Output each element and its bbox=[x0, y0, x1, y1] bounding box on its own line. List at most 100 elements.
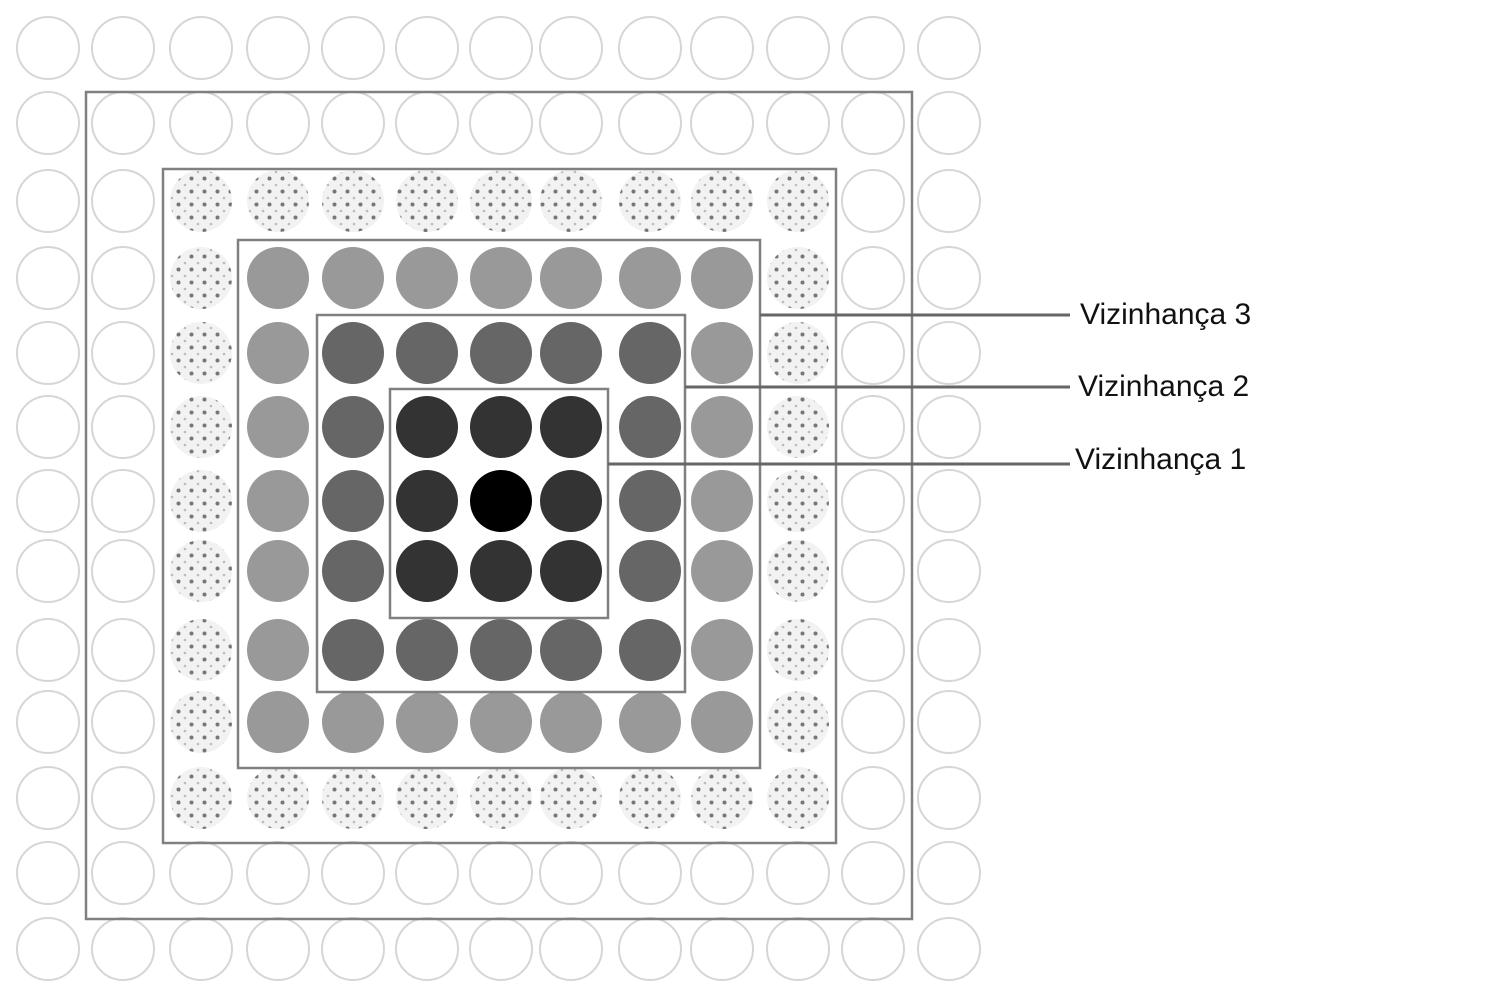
cell-ring-1 bbox=[396, 540, 458, 602]
empty-cell bbox=[841, 766, 905, 830]
dotted-cell-dots bbox=[170, 170, 232, 232]
cell bbox=[247, 247, 309, 309]
cell-ring-5 bbox=[841, 841, 905, 905]
cell-ring-6 bbox=[16, 395, 80, 459]
cell bbox=[247, 619, 309, 681]
neighborhood-boxes bbox=[84, 90, 914, 921]
cell-grid bbox=[16, 16, 981, 981]
cell-ring-3 bbox=[470, 247, 532, 309]
cell-ring-6 bbox=[16, 618, 80, 682]
empty-cell bbox=[91, 469, 155, 533]
cell-ring-6 bbox=[91, 917, 155, 981]
cell-ring-4 bbox=[170, 767, 232, 829]
cell bbox=[619, 691, 681, 753]
cell bbox=[691, 247, 753, 309]
empty-cell bbox=[841, 91, 905, 155]
cell-ring-1 bbox=[396, 396, 458, 458]
cell-ring-5 bbox=[91, 169, 155, 233]
empty-cell bbox=[841, 469, 905, 533]
empty-cell bbox=[16, 321, 80, 385]
empty-cell bbox=[618, 841, 682, 905]
dotted-cell-dots bbox=[619, 170, 681, 232]
leader-lines bbox=[608, 313, 1070, 466]
cell-ring-2 bbox=[322, 619, 384, 681]
dotted-cell-dots bbox=[767, 247, 829, 309]
label-vizinhanca-3: Vizinhança 3 bbox=[1080, 298, 1251, 331]
empty-cell bbox=[469, 16, 533, 80]
cell-ring-5 bbox=[246, 841, 310, 905]
cell-ring-3 bbox=[691, 396, 753, 458]
cell-ring-2 bbox=[619, 470, 681, 532]
cell-ring-5 bbox=[841, 618, 905, 682]
cell-ring-5 bbox=[91, 766, 155, 830]
cell-ring-6 bbox=[246, 16, 310, 80]
cell-ring-3 bbox=[619, 691, 681, 753]
cell-ring-5 bbox=[169, 841, 233, 905]
dotted-cell-dots bbox=[619, 767, 681, 829]
empty-cell bbox=[16, 469, 80, 533]
cell-ring-5 bbox=[690, 841, 754, 905]
cell-ring-4 bbox=[767, 540, 829, 602]
empty-cell bbox=[766, 841, 830, 905]
cell-ring-3 bbox=[619, 247, 681, 309]
empty-cell bbox=[766, 16, 830, 80]
dotted-cell-dots bbox=[767, 396, 829, 458]
cell-ring-5 bbox=[91, 841, 155, 905]
dotted-cell-dots bbox=[396, 767, 458, 829]
dotted-cell-dots bbox=[170, 470, 232, 532]
cell-ring-6 bbox=[917, 539, 981, 603]
empty-cell bbox=[91, 246, 155, 310]
cell-ring-6 bbox=[395, 917, 459, 981]
dotted-cell-dots bbox=[170, 691, 232, 753]
cell-ring-6 bbox=[16, 91, 80, 155]
cell-ring-4 bbox=[170, 619, 232, 681]
box-ring-2 bbox=[315, 313, 687, 694]
label-vizinhanca-1: Vizinhança 1 bbox=[1075, 443, 1246, 476]
cell-ring-6 bbox=[246, 917, 310, 981]
cell-ring-2 bbox=[619, 540, 681, 602]
cell-ring-6 bbox=[539, 16, 603, 80]
cell bbox=[540, 540, 602, 602]
cell-ring-2 bbox=[322, 322, 384, 384]
cell-ring-2 bbox=[540, 619, 602, 681]
empty-cell bbox=[395, 16, 459, 80]
cell-ring-6 bbox=[917, 469, 981, 533]
cell-ring-6 bbox=[16, 917, 80, 981]
empty-cell bbox=[469, 841, 533, 905]
cell-ring-4 bbox=[767, 619, 829, 681]
cell-ring-6 bbox=[16, 246, 80, 310]
dotted-cell-dots bbox=[170, 322, 232, 384]
cell-ring-6 bbox=[321, 917, 385, 981]
cell-ring-4 bbox=[322, 767, 384, 829]
empty-cell bbox=[91, 917, 155, 981]
empty-cell bbox=[917, 539, 981, 603]
cell-ring-6 bbox=[321, 16, 385, 80]
cell-ring-2 bbox=[322, 396, 384, 458]
empty-cell bbox=[618, 16, 682, 80]
cell bbox=[247, 540, 309, 602]
cell-ring-3 bbox=[247, 247, 309, 309]
cell-ring-1 bbox=[540, 470, 602, 532]
cell-ring-1 bbox=[396, 470, 458, 532]
cell bbox=[470, 691, 532, 753]
empty-cell bbox=[321, 91, 385, 155]
cell bbox=[322, 619, 384, 681]
cell-ring-3 bbox=[247, 396, 309, 458]
empty-cell bbox=[917, 766, 981, 830]
cell-ring-6 bbox=[917, 395, 981, 459]
cell-ring-5 bbox=[91, 91, 155, 155]
cell-ring-4 bbox=[619, 767, 681, 829]
cell bbox=[470, 540, 532, 602]
center-cell bbox=[470, 470, 532, 532]
cell-ring-3 bbox=[322, 691, 384, 753]
dotted-cell-dots bbox=[767, 691, 829, 753]
cell bbox=[247, 691, 309, 753]
cell-ring-2 bbox=[470, 322, 532, 384]
empty-cell bbox=[917, 169, 981, 233]
cell-ring-6 bbox=[917, 690, 981, 754]
cell-ring-3 bbox=[247, 691, 309, 753]
empty-cell bbox=[169, 841, 233, 905]
cell bbox=[619, 540, 681, 602]
cell-ring-5 bbox=[469, 841, 533, 905]
empty-cell bbox=[917, 690, 981, 754]
